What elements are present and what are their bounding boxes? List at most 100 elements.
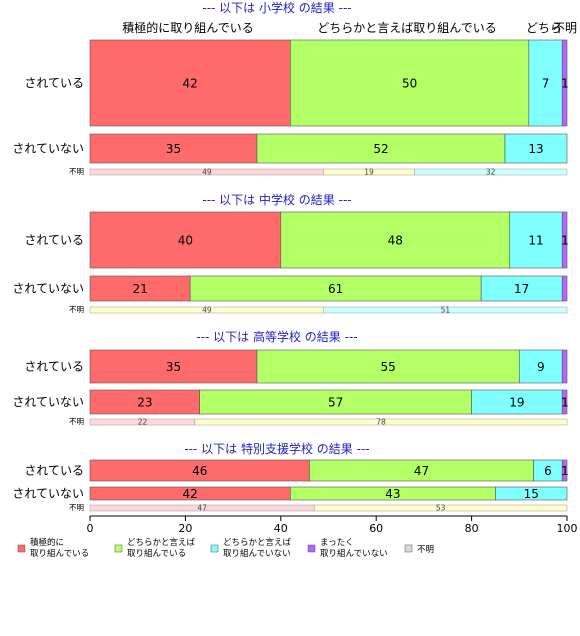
legend-label: 積極的に	[30, 537, 64, 548]
unknown-segment	[414, 168, 568, 176]
data-label: 43	[385, 487, 400, 501]
data-label: 35	[166, 142, 181, 156]
data-label: 13	[528, 142, 543, 156]
bar-segment	[256, 349, 520, 384]
panel-title: --- 以下は 中学校 の結果 ---	[202, 192, 351, 207]
unknown-segment	[194, 418, 568, 426]
unknown-segment	[313, 504, 568, 512]
bar-segment	[495, 486, 568, 501]
data-label: 1	[561, 234, 569, 248]
bar-segment	[504, 133, 568, 164]
bar-segment	[89, 133, 258, 164]
legend-swatch	[114, 544, 123, 553]
unknown-row-label: 不明	[69, 503, 84, 512]
panel-title: --- 以下は 高等学校 の結果 ---	[196, 329, 357, 344]
data-label: 42	[183, 487, 198, 501]
bar-segment	[561, 459, 568, 482]
x-tick-label: 80	[465, 522, 479, 535]
data-label: 7	[542, 77, 550, 91]
data-label: 52	[373, 142, 388, 156]
bar-segment	[518, 349, 563, 384]
unknown-data-label: 22	[138, 418, 148, 427]
legend-swatch	[307, 544, 316, 553]
data-label: 57	[328, 396, 343, 410]
data-label: 15	[524, 487, 539, 501]
row-label: されている	[24, 76, 84, 90]
bar-segment	[199, 389, 472, 415]
data-label: 50	[402, 77, 417, 91]
legend-label: 取り組んでいない	[320, 548, 388, 559]
x-tick-label: 100	[557, 522, 578, 535]
panel-title: --- 以下は 特別支援学校 の結果 ---	[184, 441, 369, 456]
unknown-data-label: 19	[364, 168, 374, 177]
bar-segment	[561, 211, 568, 269]
bar-segment	[561, 39, 568, 127]
unknown-data-label: 49	[202, 306, 212, 315]
row-label: されていない	[12, 142, 84, 156]
bar-segment	[561, 389, 568, 415]
legend-label: まったく	[320, 538, 354, 548]
unknown-row-label: 不明	[69, 167, 84, 176]
unknown-data-label: 32	[486, 168, 496, 177]
data-label: 17	[514, 282, 529, 296]
bar-segment	[89, 389, 201, 415]
legend-label: 取り組んでいる	[30, 548, 89, 559]
data-label: 19	[509, 396, 524, 410]
data-label: 9	[537, 360, 545, 374]
top-header: 不明	[553, 21, 577, 35]
x-tick-label: 40	[274, 522, 288, 535]
data-label: 1	[561, 77, 569, 91]
data-label: 55	[380, 360, 395, 374]
bar-segment	[480, 275, 563, 302]
bar-segment	[561, 275, 568, 302]
unknown-segment	[323, 306, 568, 314]
legend-label: どちらかと言えば	[127, 537, 196, 548]
bar-segment	[290, 39, 530, 127]
bar-segment	[471, 389, 563, 415]
row-label: されていない	[12, 282, 84, 296]
bar-segment	[189, 275, 482, 302]
top-header: どちらかと言えば取り組んでいる	[317, 21, 496, 35]
bar-segment	[256, 133, 506, 164]
unknown-row-label: 不明	[69, 417, 84, 426]
unknown-data-label: 49	[202, 168, 212, 177]
data-label: 61	[328, 282, 343, 296]
data-label: 1	[561, 396, 569, 410]
legend-label: 取り組んでいない	[223, 548, 291, 559]
data-label: 21	[132, 282, 147, 296]
unknown-data-label: 51	[441, 306, 451, 315]
data-label: 11	[528, 234, 543, 248]
unknown-data-label: 47	[197, 504, 207, 513]
legend-swatch	[210, 544, 219, 553]
data-label: 1	[561, 464, 569, 478]
row-label: されていない	[12, 487, 84, 501]
unknown-data-label: 78	[376, 418, 386, 427]
data-label: 23	[137, 396, 152, 410]
legend-label: 取り組んでいる	[127, 548, 186, 559]
panel-title: --- 以下は 小学校 の結果 ---	[202, 0, 351, 15]
row-label: されている	[24, 360, 84, 374]
data-label: 6	[544, 464, 552, 478]
row-label: されていない	[12, 395, 84, 409]
row-label: されている	[24, 233, 84, 247]
x-tick-label: 20	[178, 522, 192, 535]
top-header: 積極的に取り組んでいる	[122, 20, 253, 35]
data-label: 35	[166, 360, 181, 374]
unknown-data-label: 53	[436, 504, 446, 513]
bar-segment	[509, 211, 563, 269]
bar-segment	[561, 349, 568, 384]
bar-segment	[89, 275, 191, 302]
bar-segment	[89, 349, 258, 384]
legend-swatch	[404, 544, 413, 553]
legend-label: どちらかと言えば	[223, 537, 292, 548]
data-label: 46	[192, 464, 207, 478]
top-header: どちら	[526, 21, 562, 35]
x-tick-label: 0	[87, 522, 94, 535]
data-label: 42	[183, 77, 198, 91]
data-label: 48	[388, 234, 403, 248]
unknown-row-label: 不明	[69, 305, 84, 314]
legend-label: 不明	[417, 545, 434, 555]
data-label: 40	[178, 234, 193, 248]
bar-segment	[280, 211, 511, 269]
